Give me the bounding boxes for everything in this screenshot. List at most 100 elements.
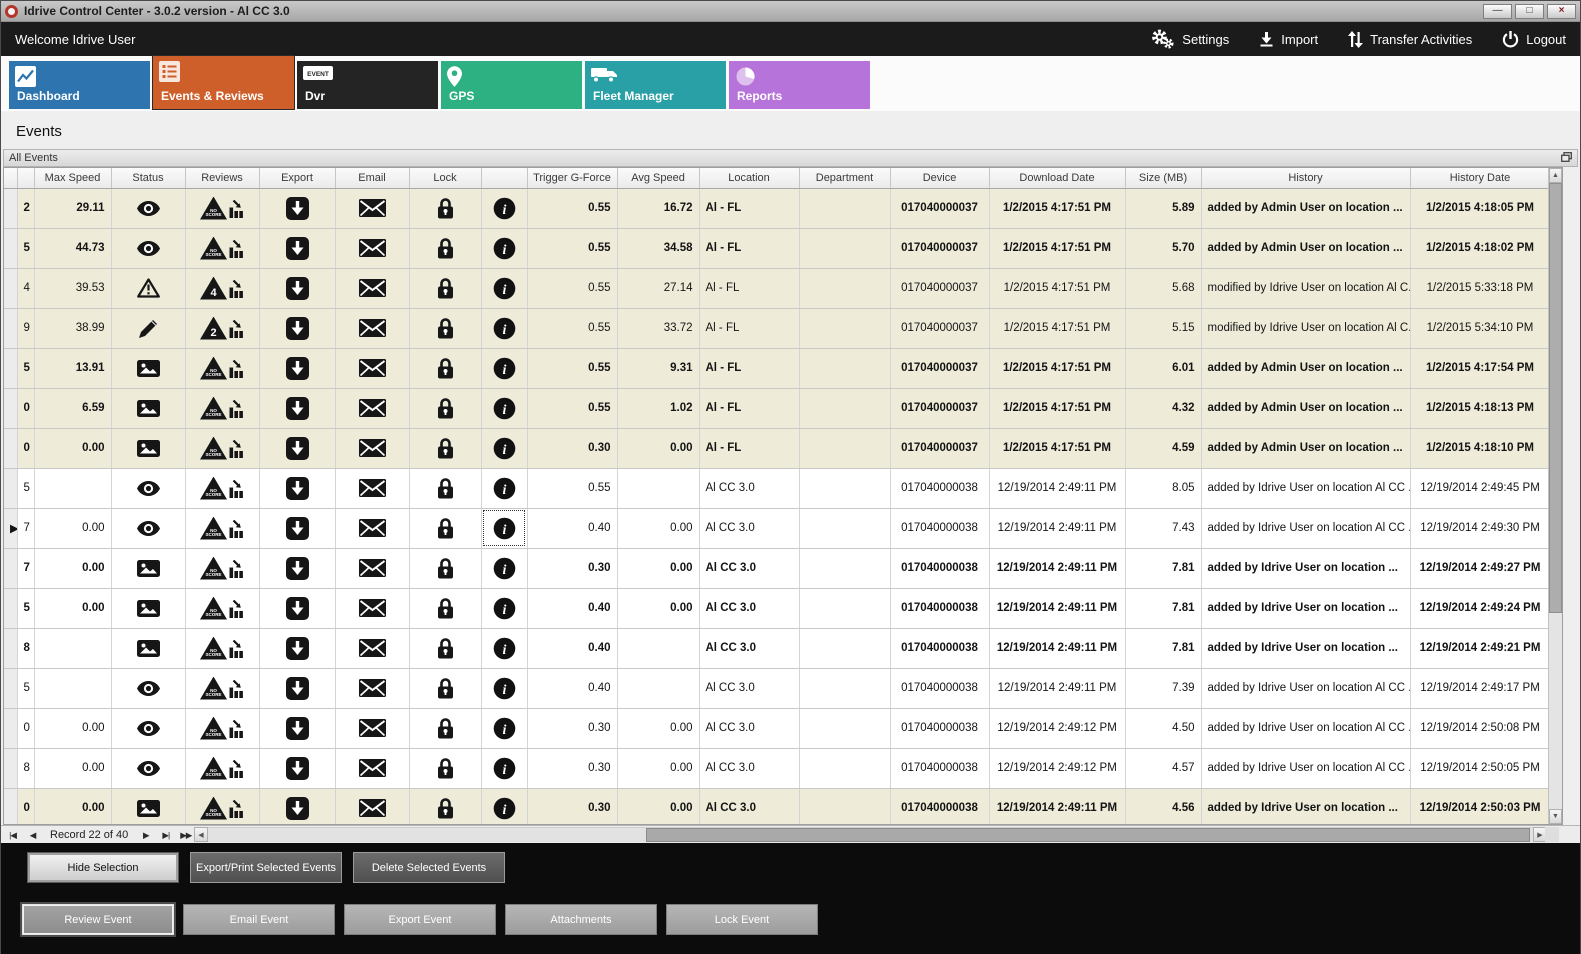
- cell-size-mb[interactable]: 4.50: [1125, 708, 1202, 749]
- cell-reviews[interactable]: NO SCORE: [185, 228, 260, 269]
- column-header-status[interactable]: Status: [111, 168, 186, 189]
- cell-history-date[interactable]: 12/19/2014 2:49:21 PM: [1410, 628, 1548, 669]
- jump-forward-icon[interactable]: ▶▶: [180, 829, 192, 840]
- cell-download-date[interactable]: 12/19/2014 2:49:11 PM: [989, 548, 1126, 589]
- review-chart-icon[interactable]: [229, 759, 244, 778]
- first-record-icon[interactable]: |◀: [9, 829, 17, 840]
- lock-icon[interactable]: [437, 718, 454, 739]
- cell-max-speed[interactable]: 0.00: [34, 508, 112, 549]
- cell-size-mb[interactable]: 5.70: [1125, 228, 1202, 269]
- event-row[interactable]: 5 44.73 NO SCORE i 0.55 34.58 Al - FL 0170400000…: [4, 228, 1548, 269]
- cell-trigger-g-force[interactable]: 0.30: [527, 428, 618, 469]
- cell-download-date[interactable]: 12/19/2014 2:49:12 PM: [989, 748, 1126, 789]
- review-chart-icon[interactable]: [229, 359, 244, 378]
- cell-history-date[interactable]: 1/2/2015 5:34:10 PM: [1410, 308, 1548, 349]
- email-event-button[interactable]: Email Event: [183, 904, 335, 935]
- cell-location[interactable]: Al CC 3.0: [699, 628, 800, 669]
- export-icon[interactable]: [285, 236, 309, 260]
- cell-size-mb[interactable]: 7.81: [1125, 628, 1202, 669]
- cell-export[interactable]: [259, 388, 336, 429]
- cell-lock[interactable]: [409, 748, 482, 789]
- cell-history-date[interactable]: 12/19/2014 2:50:08 PM: [1410, 708, 1548, 749]
- cell-email[interactable]: [335, 588, 410, 629]
- event-row[interactable]: 0 6.59 NO SCORE i 0.55 1.02 Al - FL 017040000037…: [4, 388, 1548, 429]
- event-row[interactable]: 5 0.00 NO SCORE i 0.40 0.00 Al CC 3.0 0170400000…: [4, 588, 1548, 629]
- score-triangle-icon[interactable]: NO SCORE: [200, 436, 227, 460]
- cell-size-mb[interactable]: 7.81: [1125, 548, 1202, 589]
- cell-max-speed[interactable]: 0.00: [34, 428, 112, 469]
- review-chart-icon[interactable]: [229, 399, 244, 418]
- eye-icon[interactable]: [136, 720, 160, 736]
- cell-trigger-g-force[interactable]: 0.30: [527, 788, 618, 824]
- cell-history[interactable]: added by Idrive User on location ...: [1201, 628, 1411, 669]
- cell-department[interactable]: [799, 548, 891, 589]
- review-chart-icon[interactable]: [229, 479, 244, 498]
- info-icon[interactable]: i: [493, 637, 516, 659]
- cell-status[interactable]: [111, 468, 186, 509]
- cell-lock[interactable]: [409, 788, 482, 824]
- eye-icon[interactable]: [136, 240, 160, 256]
- cell-export[interactable]: [259, 188, 336, 229]
- cell-reviews[interactable]: NO SCORE: [185, 788, 260, 824]
- cell-max-speed[interactable]: 6.59: [34, 388, 112, 429]
- cell-status[interactable]: [111, 708, 186, 749]
- export-icon[interactable]: [285, 436, 309, 460]
- cell-history[interactable]: added by Idrive User on location ...: [1201, 788, 1411, 824]
- cell-info[interactable]: i: [481, 788, 528, 824]
- cell-download-date[interactable]: 1/2/2015 4:17:51 PM: [989, 348, 1126, 389]
- cell-history-date[interactable]: 12/19/2014 2:49:30 PM: [1410, 508, 1548, 549]
- export-event-button[interactable]: Export Event: [344, 904, 496, 935]
- email-icon[interactable]: [358, 559, 386, 577]
- cell-status[interactable]: [111, 548, 186, 589]
- email-icon[interactable]: [358, 639, 386, 657]
- cell-info[interactable]: i: [481, 588, 528, 629]
- cell-lock[interactable]: [409, 668, 482, 709]
- cell-download-date[interactable]: 12/19/2014 2:49:11 PM: [989, 468, 1126, 509]
- cell-download-date[interactable]: 12/19/2014 2:49:12 PM: [989, 708, 1126, 749]
- cell-avg-speed[interactable]: 1.02: [617, 388, 700, 429]
- cell-location[interactable]: Al - FL: [699, 428, 800, 469]
- scroll-left-icon[interactable]: ◀: [194, 827, 208, 842]
- cell-avg-speed[interactable]: 27.14: [617, 268, 700, 309]
- cell-lock[interactable]: [409, 428, 482, 469]
- cell-reviews[interactable]: NO SCORE: [185, 348, 260, 389]
- cell-device[interactable]: 017040000037: [890, 228, 990, 269]
- cell-size-mb[interactable]: 4.32: [1125, 388, 1202, 429]
- email-icon[interactable]: [358, 319, 386, 337]
- cell-history-date[interactable]: 1/2/2015 4:18:05 PM: [1410, 188, 1548, 229]
- info-icon[interactable]: i: [493, 597, 516, 619]
- export-icon[interactable]: [285, 556, 309, 580]
- export-icon[interactable]: [285, 316, 309, 340]
- event-row[interactable]: 9 38.99 2 i 0.55 33.72 Al - FL 017040000037 1/2/…: [4, 308, 1548, 349]
- event-row[interactable]: 0 0.00 NO SCORE i 0.30 0.00 Al CC 3.0 0170400000…: [4, 708, 1548, 749]
- cell-max-speed[interactable]: 29.11: [34, 188, 112, 229]
- score-triangle-icon[interactable]: NO SCORE: [200, 796, 227, 820]
- eye-icon[interactable]: [136, 200, 160, 216]
- event-row[interactable]: 8 0.00 NO SCORE i 0.30 0.00 Al CC 3.0 0170400000…: [4, 748, 1548, 789]
- image-icon[interactable]: [136, 799, 160, 817]
- export-icon[interactable]: [285, 196, 309, 220]
- column-header-email[interactable]: Email: [335, 168, 410, 189]
- cell-device[interactable]: 017040000037: [890, 388, 990, 429]
- event-row[interactable]: 0 0.00 NO SCORE i 0.30 0.00 Al - FL 017040000037…: [4, 428, 1548, 469]
- cell-export[interactable]: [259, 548, 336, 589]
- lock-icon[interactable]: [437, 678, 454, 699]
- cell-device[interactable]: 017040000037: [890, 188, 990, 229]
- lock-icon[interactable]: [437, 518, 454, 539]
- cell-department[interactable]: [799, 628, 891, 669]
- cell-max-speed[interactable]: [34, 628, 112, 669]
- tab-dvr[interactable]: EVENT Dvr: [297, 61, 438, 109]
- cell-trigger-g-force[interactable]: 0.55: [527, 348, 618, 389]
- cell-lock[interactable]: [409, 588, 482, 629]
- cell-info[interactable]: i: [481, 388, 528, 429]
- tab-reports[interactable]: Reports: [729, 61, 870, 109]
- cell-status[interactable]: [111, 508, 186, 549]
- delete-selected-events-button[interactable]: Delete Selected Events: [353, 852, 505, 883]
- review-chart-icon[interactable]: [229, 279, 244, 298]
- column-header-device[interactable]: Device: [890, 168, 990, 189]
- cell-reviews[interactable]: NO SCORE: [185, 188, 260, 229]
- cell-device[interactable]: 017040000038: [890, 708, 990, 749]
- email-icon[interactable]: [358, 799, 386, 817]
- export-icon[interactable]: [285, 636, 309, 660]
- cell-max-speed[interactable]: 39.53: [34, 268, 112, 309]
